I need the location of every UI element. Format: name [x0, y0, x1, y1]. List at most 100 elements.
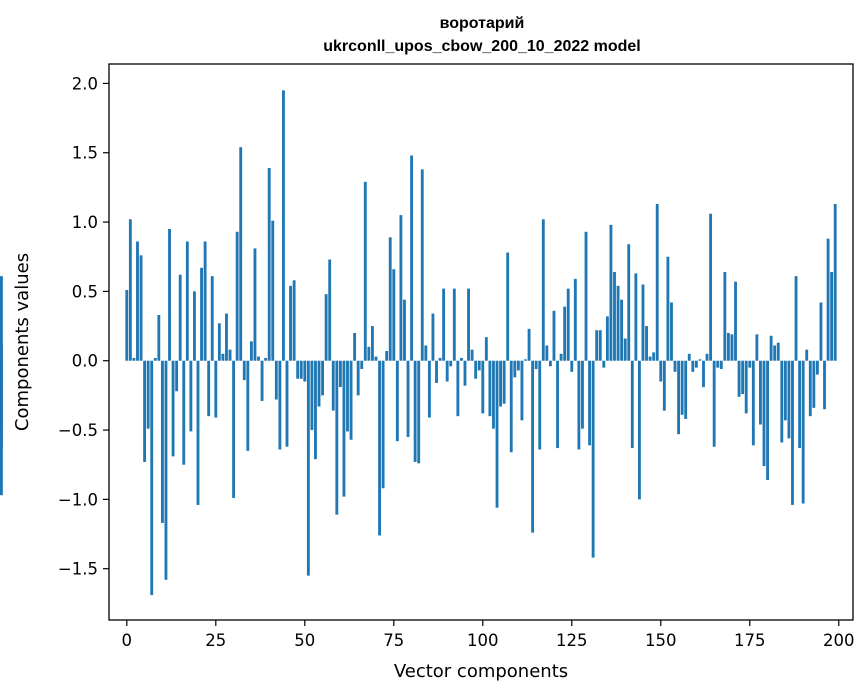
bar-189 — [798, 360, 802, 449]
x-tick-label-75: 75 — [383, 631, 404, 650]
bar-87 — [435, 360, 438, 383]
bar-56 — [324, 294, 328, 361]
bar-65 — [356, 360, 360, 396]
bar-7 — [150, 360, 154, 596]
y-axis-ticks: −1.5 −1.0 −0.5 0.0 0.5 1.0 1.5 2.0 — [58, 74, 109, 579]
bar-89 — [442, 288, 446, 361]
bar-42 — [274, 360, 278, 400]
bar-18 — [189, 360, 193, 432]
bar-139 — [620, 299, 624, 361]
bar-105 — [499, 360, 503, 407]
x-tick-label-0: 0 — [122, 631, 133, 650]
bar-28 — [225, 313, 228, 361]
bars — [0, 90, 837, 596]
bar-10 — [160, 360, 164, 523]
bar-33 — [242, 360, 246, 381]
bar-68 — [367, 346, 371, 361]
bar-31 — [235, 231, 239, 361]
bar-197 — [826, 238, 830, 361]
bar-22 — [203, 241, 207, 361]
bar-55 — [321, 360, 325, 396]
y-tick-label-0: −1.5 — [58, 560, 98, 579]
bar-151 — [662, 360, 666, 411]
bar-172 — [737, 360, 741, 397]
bar-75 — [392, 269, 396, 361]
x-tick-label-50: 50 — [294, 631, 315, 650]
y-tick-label-4: 0.5 — [72, 282, 98, 301]
bar-176 — [751, 360, 755, 446]
bar-40 — [267, 167, 271, 361]
bar-12 — [168, 229, 171, 361]
bar-148 — [652, 352, 656, 361]
bar-23 — [207, 360, 211, 417]
bar-99 — [477, 360, 481, 371]
bar-195 — [819, 302, 823, 361]
bar-194 — [815, 360, 819, 375]
bar-92 — [452, 288, 456, 361]
bar-undefined — [0, 344, 3, 361]
bar-128 — [581, 360, 584, 429]
chart-title-line-1: воротарий — [440, 15, 525, 32]
bar-168 — [723, 271, 727, 361]
bar-106 — [502, 360, 506, 404]
bar-145 — [641, 284, 645, 361]
bar-156 — [680, 360, 684, 415]
bar-120 — [552, 310, 556, 361]
bar-83 — [420, 169, 424, 361]
bar-85 — [427, 360, 431, 418]
y-tick-label-3: 0.0 — [72, 352, 98, 371]
bar-184 — [780, 360, 784, 443]
bar-38 — [260, 360, 264, 401]
bar-161 — [698, 359, 702, 361]
bar-91 — [449, 360, 453, 367]
bar-186 — [787, 360, 791, 439]
x-tick-label-175: 175 — [734, 631, 766, 650]
bar-44 — [282, 90, 285, 361]
bar-66 — [360, 360, 364, 370]
bar-169 — [726, 332, 730, 361]
bar-125 — [570, 360, 574, 372]
bar-47 — [292, 280, 296, 361]
bar-129 — [584, 231, 588, 361]
bar-49 — [299, 360, 303, 379]
bar-149 — [655, 204, 659, 361]
bar-61 — [342, 360, 346, 497]
bar-177 — [755, 334, 759, 361]
bar-11 — [164, 360, 168, 580]
bar-118 — [545, 345, 549, 361]
bar-97 — [470, 349, 474, 361]
bar-136 — [609, 224, 613, 361]
bar-199 — [833, 204, 837, 361]
bar-93 — [456, 360, 460, 417]
bar-86 — [431, 313, 435, 361]
bar-127 — [577, 360, 581, 450]
bar-39 — [264, 357, 268, 361]
bar-64 — [353, 332, 357, 361]
bar-133 — [598, 330, 602, 361]
bar-191 — [805, 349, 809, 361]
bar-2 — [132, 357, 136, 361]
bar-79 — [406, 360, 410, 437]
plot-frame — [108, 63, 854, 621]
y-tick-label-2: −0.5 — [58, 421, 98, 440]
bar-57 — [328, 259, 332, 361]
bar-37 — [257, 356, 260, 361]
bar-36 — [253, 248, 257, 361]
bar-113 — [527, 328, 531, 361]
bar-192 — [808, 360, 812, 417]
bar-13 — [171, 360, 175, 457]
bar-0 — [125, 290, 129, 361]
bar-69 — [371, 326, 374, 361]
bar-179 — [762, 360, 766, 467]
bar-90 — [445, 360, 449, 382]
bar-88 — [438, 357, 442, 361]
bar-143 — [634, 273, 638, 361]
bar-96 — [467, 288, 470, 361]
bar-117 — [541, 219, 545, 361]
bar-77 — [399, 215, 403, 361]
bar-50 — [303, 360, 307, 382]
bar-102 — [488, 360, 492, 417]
bar-141 — [627, 244, 631, 361]
x-tick-label-125: 125 — [556, 631, 588, 650]
bar-109 — [513, 360, 517, 378]
